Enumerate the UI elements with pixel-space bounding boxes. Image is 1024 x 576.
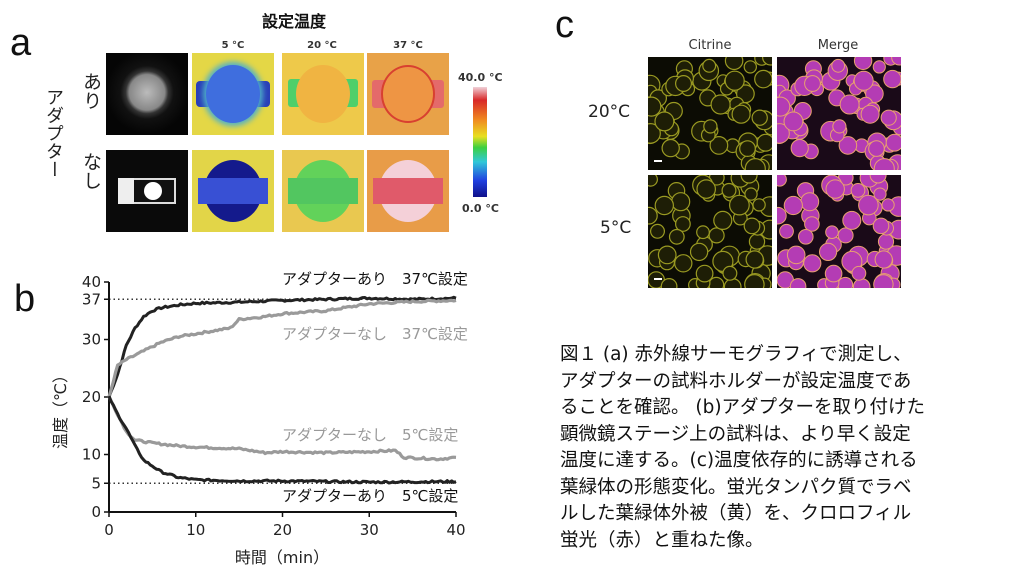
series-label-3: アダプターあり 5℃設定	[282, 487, 458, 505]
y-tick-label: 20	[82, 388, 101, 406]
row-group-label: アダプター	[43, 88, 64, 178]
caption-line: 図１ (a) 赤外線サーモグラフィで測定し、	[560, 344, 912, 365]
thermal-without-37c	[367, 150, 449, 232]
x-tick-label: 10	[186, 521, 205, 539]
photo-with-adapter	[106, 53, 188, 135]
micro-merge-5c	[777, 175, 901, 288]
series-line-0	[107, 295, 457, 398]
series-line-2	[107, 396, 457, 462]
column-label-5c: 5 °C	[221, 40, 245, 51]
colorbar	[473, 87, 487, 197]
colorbar-min: 0.0 °C	[462, 202, 499, 215]
caption-line: 蛍光（赤）と重ねた像。	[560, 529, 764, 551]
thermal-without-5c	[192, 150, 274, 232]
column-label-37c: 37 °C	[393, 40, 423, 51]
series-label-0: アダプターあり 37℃設定	[282, 270, 468, 288]
caption-line: ルした葉緑体外被（黄）を、クロロフィル	[560, 503, 912, 524]
thermal-without-20c	[282, 150, 364, 232]
column-label-citrine: Citrine	[688, 38, 732, 53]
y-tick-label: 40	[82, 273, 101, 291]
micro-citrine-5c	[648, 175, 772, 288]
y-tick-label: 5	[91, 474, 101, 492]
series-line-1	[107, 298, 457, 398]
panel-c-label: c	[555, 4, 574, 46]
series-line-3	[107, 395, 457, 485]
y-tick-label: 37	[82, 290, 101, 308]
panel-a-title: 設定温度	[262, 12, 327, 31]
x-tick-label: 20	[273, 521, 292, 539]
column-label-20c: 20 °C	[307, 40, 337, 51]
caption-line: 温度に達する。(c)温度依存的に誘導される	[560, 450, 918, 471]
y-tick-label: 30	[82, 331, 101, 349]
thermal-with-20c	[282, 53, 364, 135]
colorbar-max: 40.0 °C	[458, 71, 503, 84]
row-label-20c: 20°C	[588, 102, 631, 122]
x-tick-label: 40	[446, 521, 465, 539]
micro-citrine-20c	[648, 57, 772, 170]
thermal-with-5c	[192, 53, 274, 135]
y-axis-label: 温度（℃）	[51, 367, 70, 449]
series-label-1: アダプターなし 37℃設定	[282, 325, 468, 343]
caption-line: 顕微鏡ステージ上の試料は、より早く設定	[560, 423, 911, 445]
caption-line: 葉緑体の形態変化。蛍光タンパク質でラベ	[560, 476, 912, 498]
y-tick-label: 0	[91, 503, 101, 521]
figure-caption: 図１ (a) 赤外線サーモグラフィで測定し、 アダプターの試料ホルダーが設定温度…	[560, 342, 1010, 554]
caption-line: アダプターの試料ホルダーが設定温度であ	[560, 370, 912, 392]
x-axis-label: 時間（min）	[235, 548, 329, 567]
x-tick-label: 0	[104, 521, 114, 539]
column-label-merge: Merge	[817, 38, 859, 53]
thermal-with-37c	[367, 53, 449, 135]
micro-merge-20c	[777, 57, 901, 170]
y-tick-label: 10	[82, 446, 101, 464]
row-label-without: なし	[80, 152, 102, 190]
x-tick-label: 30	[360, 521, 379, 539]
caption-line: ることを確認。 (b)アダプターを取り付けた	[560, 397, 926, 418]
photo-without-adapter	[106, 150, 188, 232]
panel-a-label: a	[10, 22, 32, 64]
row-label-with: あり	[80, 72, 102, 110]
series-label-2: アダプターなし 5℃設定	[282, 426, 458, 444]
panel-b-label: b	[14, 278, 36, 320]
row-label-5c: 5°C	[600, 218, 632, 238]
